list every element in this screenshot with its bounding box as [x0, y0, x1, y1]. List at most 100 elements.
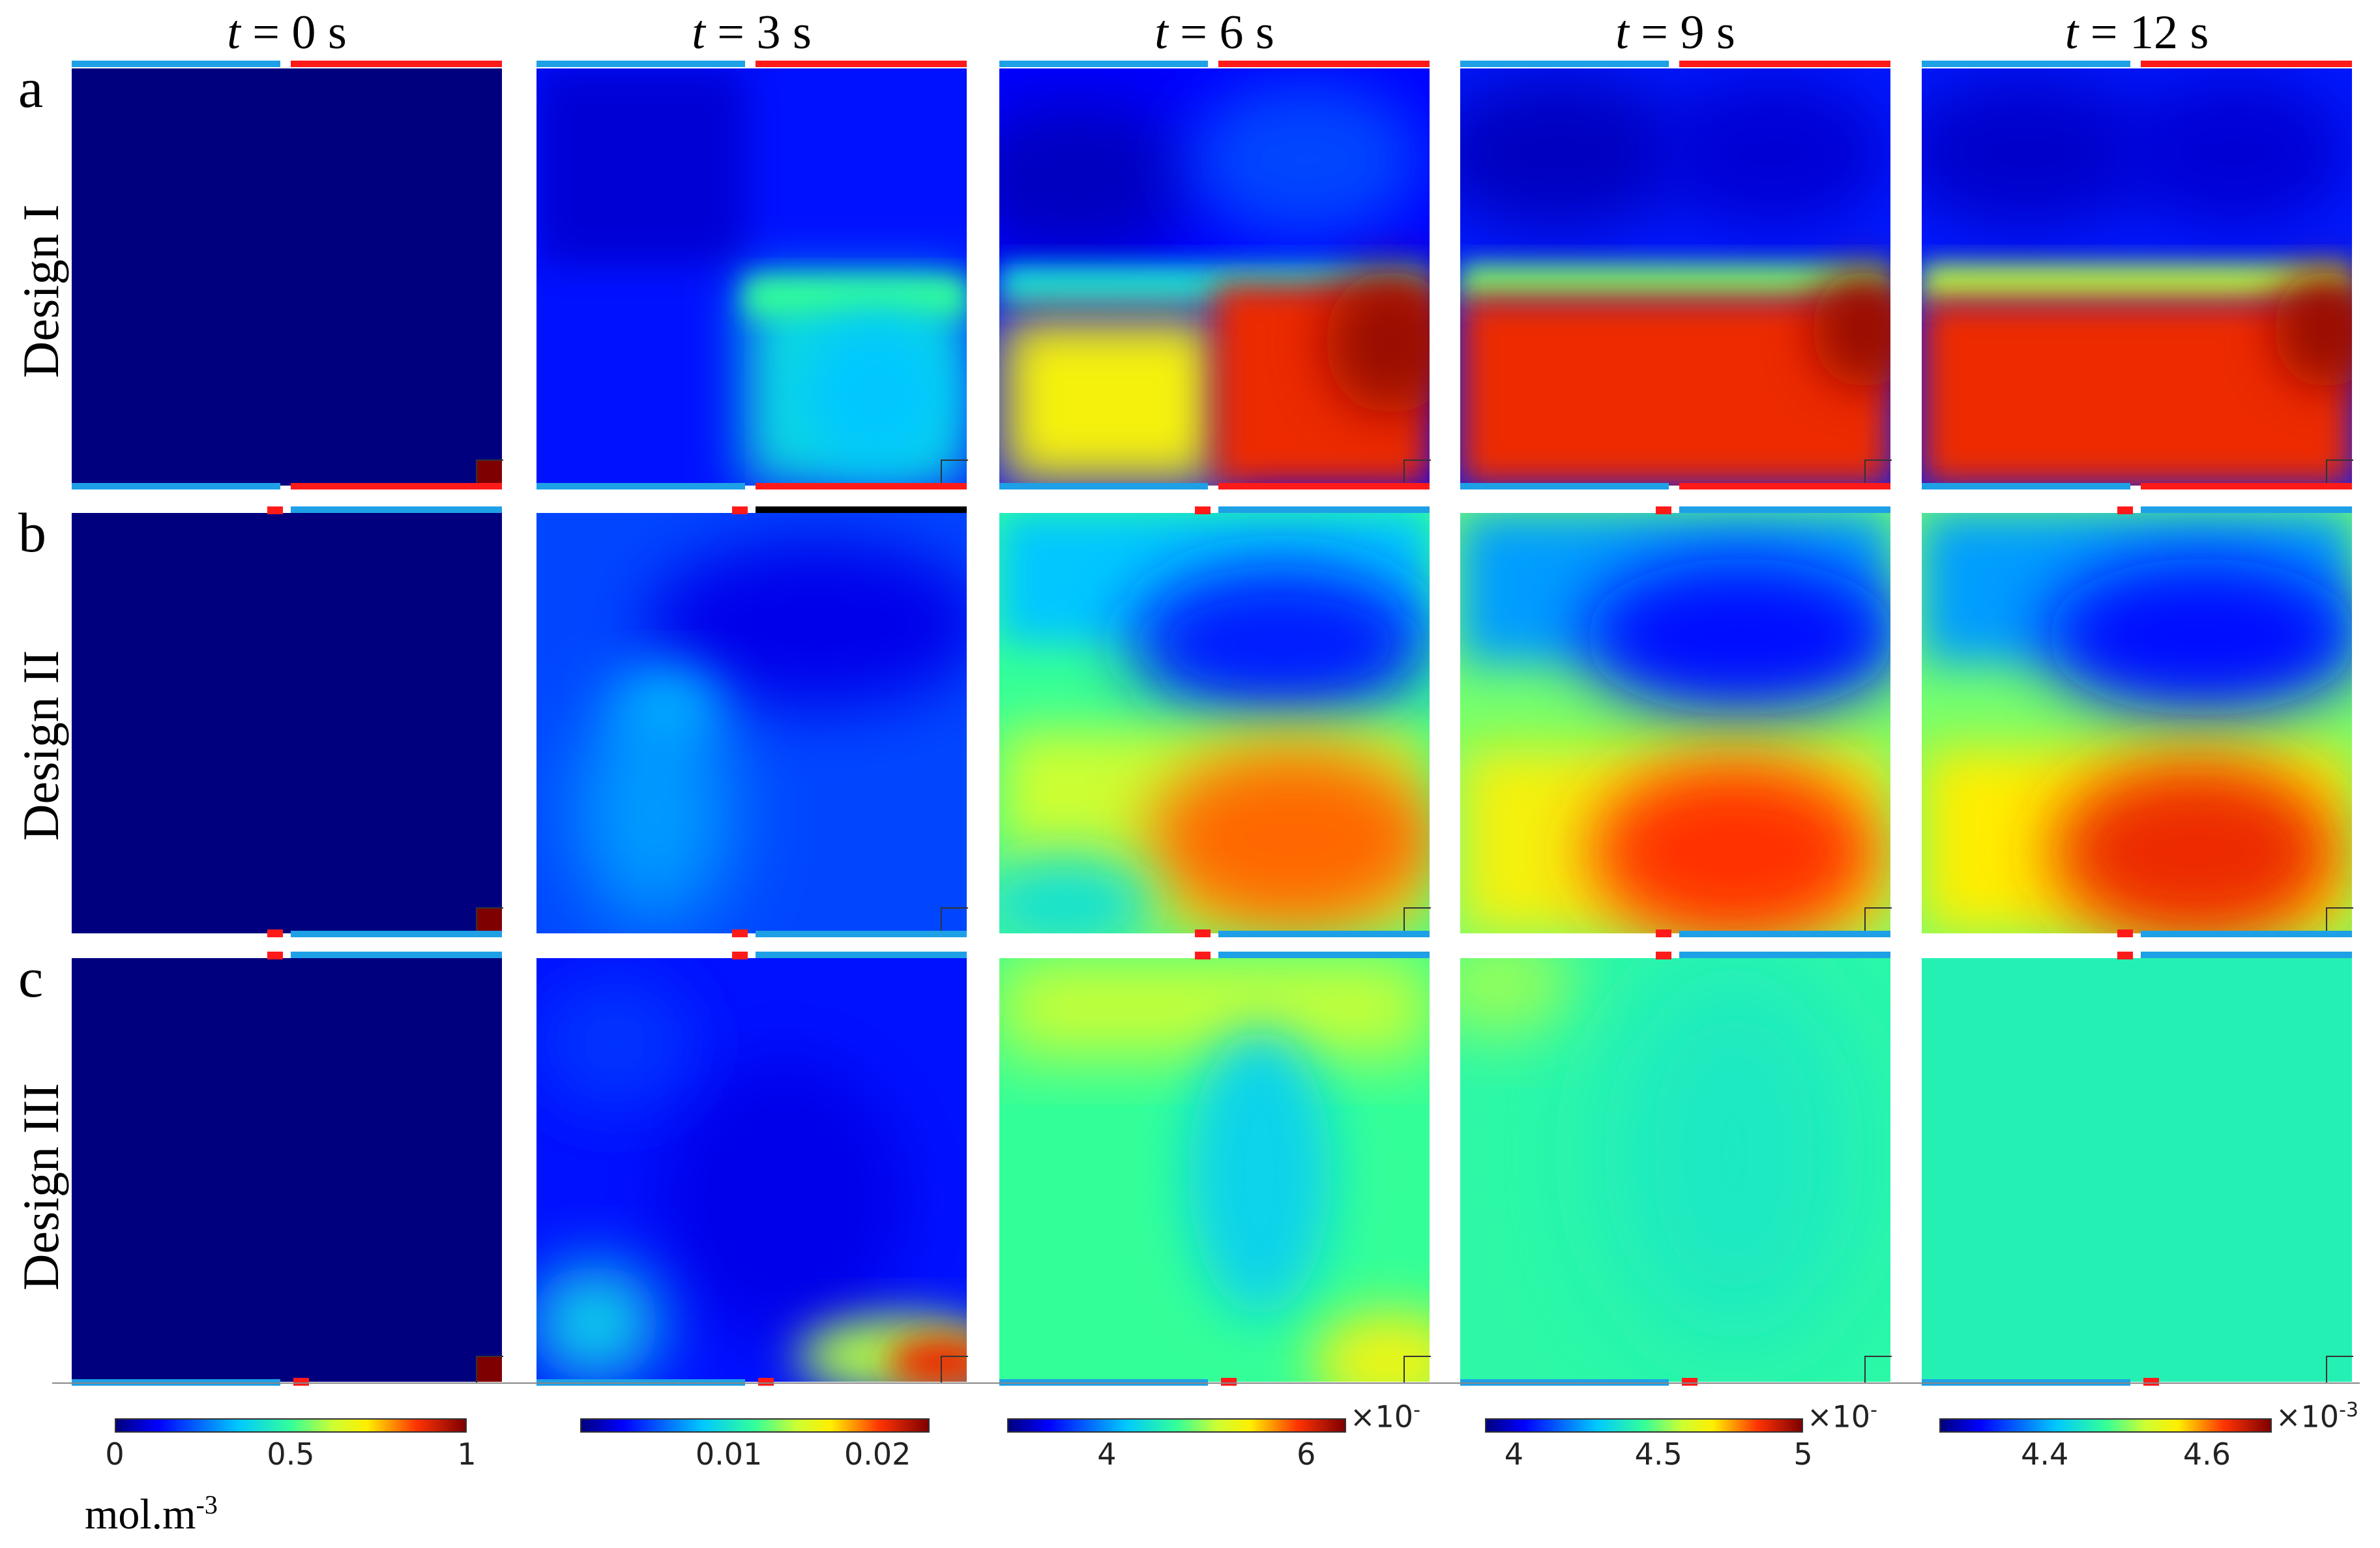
concentration-field-panel — [72, 513, 502, 933]
field-image — [1460, 68, 1890, 486]
column-title: t = 3 s — [536, 5, 967, 61]
field-image — [72, 68, 502, 486]
outlet-bar — [1679, 483, 1890, 489]
time-variable: t — [1615, 6, 1629, 59]
colorbar — [1485, 1418, 1803, 1433]
outlet-bar — [291, 483, 502, 489]
inlet-bar — [999, 61, 1208, 67]
corner-marker — [476, 460, 503, 487]
field-image — [1460, 513, 1890, 933]
inlet-bar — [1460, 61, 1669, 67]
field-image — [1922, 958, 2352, 1382]
port-marker — [1656, 952, 1671, 959]
concentration-field-panel — [999, 513, 1430, 933]
wall-bar — [1218, 952, 1430, 958]
corner-marker — [941, 460, 968, 487]
field-image — [1460, 958, 1890, 1382]
colorbar-tick-label: 4 — [1097, 1437, 1117, 1472]
port-marker — [732, 929, 748, 937]
field-image — [999, 513, 1430, 933]
port-marker — [732, 952, 748, 959]
colorbar — [1939, 1418, 2272, 1433]
port-marker — [293, 1378, 309, 1386]
port-marker — [1195, 929, 1211, 937]
outlet-bar — [291, 61, 502, 67]
outlet-bar — [1218, 61, 1430, 67]
corner-marker — [2326, 1356, 2353, 1383]
colorbar-tick-label: 4.5 — [1634, 1437, 1682, 1472]
corner-marker — [476, 1356, 503, 1383]
corner-marker — [1403, 1356, 1431, 1383]
inlet-bar — [1922, 483, 2130, 489]
time-variable: t — [2064, 6, 2079, 59]
row-label: Design I — [12, 204, 69, 378]
colorbar — [580, 1418, 930, 1433]
colorbar-tick-label: 6 — [1297, 1437, 1316, 1472]
field-image — [1922, 513, 2352, 933]
time-variable: t — [1154, 6, 1168, 59]
column-title: t = 9 s — [1460, 5, 1890, 61]
corner-marker — [1403, 907, 1431, 935]
column-title: t = 12 s — [1922, 5, 2352, 61]
inlet-bar — [999, 483, 1208, 489]
field-image — [72, 513, 502, 933]
port-marker — [758, 1378, 774, 1386]
corner-marker — [1864, 907, 1892, 935]
wall-bar — [2141, 931, 2352, 937]
time-value: = 0 s — [240, 6, 347, 59]
corner-marker — [2326, 460, 2353, 487]
row-letter: a — [18, 57, 44, 119]
corner-marker — [941, 1356, 968, 1383]
inlet-bar — [72, 483, 280, 489]
column-title: t = 6 s — [999, 5, 1430, 61]
corner-marker — [1864, 460, 1892, 487]
row-label: Design III — [12, 1083, 69, 1291]
colorbar-tick-label: 0.02 — [844, 1437, 911, 1472]
field-image — [999, 68, 1430, 486]
time-value: = 9 s — [1628, 6, 1735, 59]
time-value: = 3 s — [705, 6, 812, 59]
multiplier-base: ×10 — [1350, 1399, 1414, 1435]
field-image — [536, 513, 967, 933]
colorbar-tick-label: 0.5 — [267, 1437, 315, 1472]
colorbar — [115, 1418, 467, 1433]
port-marker — [1656, 506, 1671, 514]
wall-bar — [1218, 931, 1430, 937]
multiplier-base: ×10 — [1807, 1399, 1871, 1435]
concentration-field-panel — [536, 958, 967, 1382]
concentration-field-panel — [1460, 513, 1890, 933]
colorbar-multiplier: ×10- — [1807, 1399, 1877, 1434]
multiplier-exponent: - — [1413, 1399, 1420, 1422]
concentration-field-panel — [1460, 958, 1890, 1382]
colorbar-multiplier: ×10- — [1350, 1399, 1420, 1434]
field-image — [536, 958, 967, 1382]
concentration-field-panel — [1460, 68, 1890, 486]
corner-marker — [941, 907, 968, 935]
port-marker — [2117, 929, 2133, 937]
outlet-bar — [1679, 61, 1890, 67]
colorbar-multiplier: ×10-3 — [2276, 1399, 2358, 1434]
concentration-field-panel — [72, 68, 502, 486]
wall-bar — [1679, 506, 1890, 513]
colorbar-tick-label: 5 — [1793, 1437, 1813, 1472]
colorbar-tick-label: 4 — [1504, 1437, 1523, 1472]
port-marker — [2117, 952, 2133, 959]
colorbar-tick-label: 4.4 — [2021, 1437, 2069, 1472]
time-variable: t — [227, 6, 241, 59]
port-marker — [1195, 952, 1211, 959]
inlet-bar — [536, 483, 745, 489]
field-image — [72, 958, 502, 1382]
corner-marker — [2326, 907, 2353, 935]
outlet-bar — [2141, 483, 2352, 489]
colorbar-tick-label: 0 — [105, 1437, 125, 1472]
row-letter: c — [18, 946, 44, 1009]
wall-bar — [756, 931, 967, 937]
wall-bar — [291, 931, 502, 937]
port-marker — [1221, 1378, 1237, 1386]
multiplier-exponent: -3 — [2339, 1399, 2358, 1422]
port-marker — [267, 506, 283, 514]
time-value: = 12 s — [2078, 6, 2209, 59]
units-label: mol.m-3 — [85, 1489, 218, 1540]
wall-bar — [1218, 506, 1430, 513]
